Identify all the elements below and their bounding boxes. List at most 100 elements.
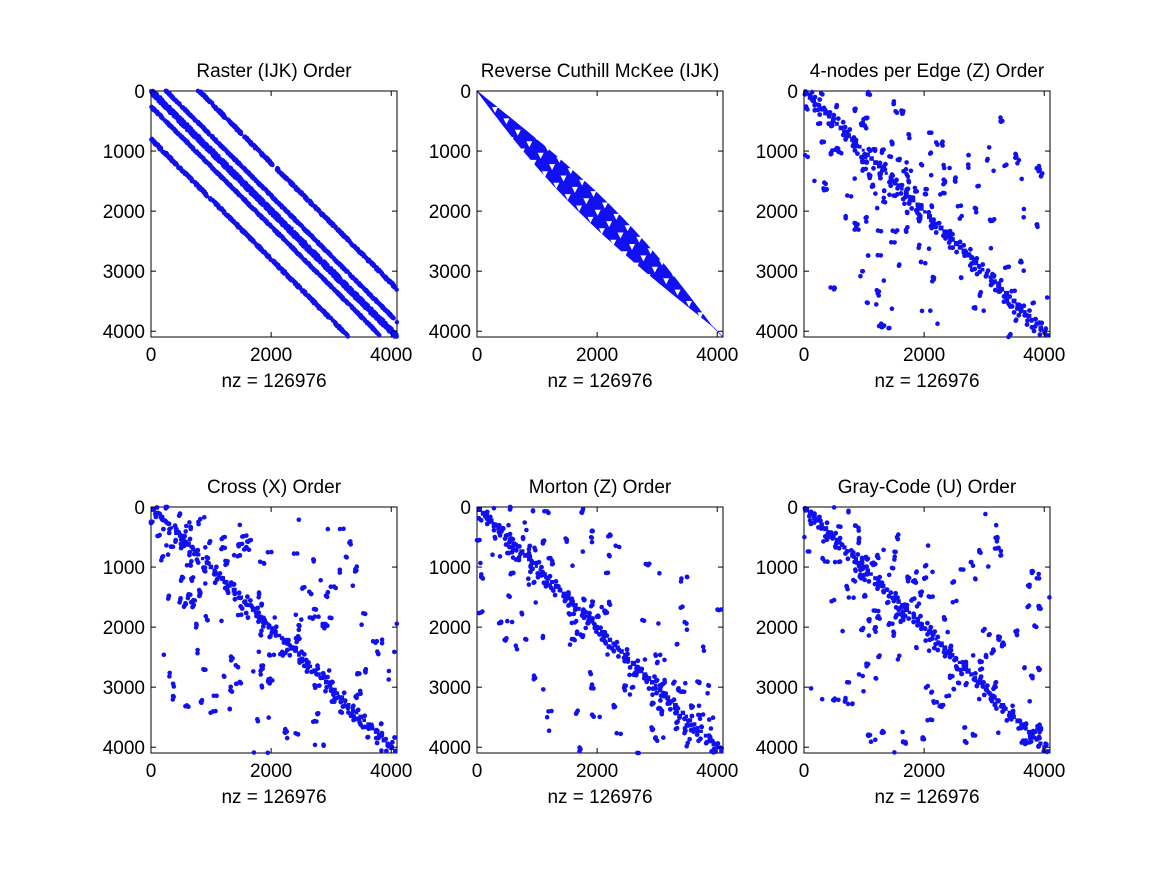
nonzero-marker xyxy=(887,192,892,198)
nonzero-markers xyxy=(149,88,400,339)
nonzero-marker xyxy=(589,539,595,545)
nonzero-marker xyxy=(918,259,924,265)
nonzero-marker xyxy=(166,521,172,527)
nonzero-marker xyxy=(826,112,832,118)
nonzero-marker xyxy=(348,713,354,719)
diagonal-block xyxy=(807,94,813,100)
nonzero-marker xyxy=(155,510,161,516)
nonzero-marker xyxy=(325,589,331,595)
nonzero-marker xyxy=(566,611,572,616)
nonzero-marker xyxy=(254,717,260,722)
nonzero-marker xyxy=(688,727,694,733)
nonzero-marker xyxy=(700,644,706,649)
nonzero-marker xyxy=(894,110,900,115)
nonzero-marker xyxy=(904,172,909,177)
nonzero-marker xyxy=(961,250,967,255)
nonzero-marker xyxy=(914,189,920,194)
nonzero-marker xyxy=(311,606,317,612)
nonzero-marker xyxy=(1038,327,1044,333)
nonzero-marker xyxy=(817,121,823,126)
nonzero-marker xyxy=(981,308,986,314)
nonzero-marker xyxy=(337,567,343,573)
nonzero-marker xyxy=(282,730,288,736)
diagonal-block xyxy=(1023,310,1027,314)
nonzero-marker xyxy=(222,579,228,585)
diagonal-block xyxy=(923,210,927,214)
envelope-gap xyxy=(514,129,521,136)
diagonal-block xyxy=(477,507,482,512)
envelope-gap xyxy=(507,137,514,143)
nonzero-marker xyxy=(925,631,930,637)
nonzero-marker xyxy=(1012,288,1017,294)
nonzero-marker xyxy=(580,633,586,638)
nonzero-marker xyxy=(893,605,899,610)
nonzero-marker xyxy=(958,275,964,281)
nonzero-marker xyxy=(280,651,286,657)
nonzero-marker xyxy=(571,636,576,642)
nonzero-marker xyxy=(904,209,910,215)
diagonal-block xyxy=(354,710,359,715)
nonzero-marker xyxy=(824,186,829,192)
x-tick-label: 2000 xyxy=(576,345,618,366)
nonzero-marker xyxy=(256,649,262,655)
nonzero-marker xyxy=(915,204,921,210)
nonzero-marker xyxy=(256,619,261,625)
nonzero-marker xyxy=(248,598,253,603)
nonzero-marker xyxy=(355,671,361,676)
envelope-gap xyxy=(541,171,548,178)
nonzero-marker xyxy=(866,579,872,584)
nonzero-marker xyxy=(682,730,687,736)
nonzero-marker xyxy=(657,652,663,658)
nonzero-marker xyxy=(896,263,902,269)
nonzero-marker xyxy=(1011,310,1017,315)
nonzero-marker xyxy=(1006,334,1011,340)
nonzero-marker xyxy=(653,653,659,659)
nonzero-marker xyxy=(273,624,279,630)
nonzero-marker xyxy=(941,177,946,182)
envelope-gap xyxy=(659,259,665,266)
diagonal-block xyxy=(550,580,554,584)
nonzero-marker xyxy=(987,217,993,223)
nonzero-marker xyxy=(627,672,632,678)
nonzero-marker xyxy=(967,263,973,268)
nonzero-marker xyxy=(895,185,900,191)
nonzero-marker xyxy=(922,626,928,632)
nonzero-marker xyxy=(244,533,249,538)
nonzero-marker xyxy=(1038,174,1044,179)
nonzero-marker xyxy=(856,227,861,232)
nonzero-marker xyxy=(597,632,602,637)
nonzero-marker xyxy=(718,607,724,612)
envelope-gap xyxy=(544,145,551,152)
diagonal-block xyxy=(900,187,904,191)
nonzero-marker xyxy=(370,639,376,644)
nonzero-marker xyxy=(236,544,241,549)
nonzero-marker xyxy=(195,560,201,565)
diagonal-block xyxy=(942,645,948,651)
nonzero-marker xyxy=(881,188,887,193)
nonzero-markers xyxy=(474,504,724,756)
nonzero-marker xyxy=(205,617,210,623)
nonzero-marker xyxy=(595,624,600,630)
nonzero-marker xyxy=(270,628,275,634)
nonzero-marker xyxy=(296,517,302,523)
diagonal-block xyxy=(366,722,371,727)
envelope-gap xyxy=(499,99,506,106)
nonzero-marker xyxy=(188,524,193,530)
nonzero-marker xyxy=(1019,260,1024,265)
nonzero-marker xyxy=(886,593,892,599)
nonzero-marker xyxy=(696,703,702,709)
nonzero-marker xyxy=(656,621,661,626)
nonzero-marker xyxy=(864,571,870,576)
nonzero-marker xyxy=(899,111,905,116)
nonzero-marker xyxy=(923,186,928,192)
x-tick-label: 4000 xyxy=(696,761,738,782)
nonzero-marker xyxy=(622,687,628,693)
nonzero-marker xyxy=(293,731,298,736)
nonzero-marker xyxy=(508,505,513,511)
nonzero-marker xyxy=(996,281,1001,286)
nonzero-marker xyxy=(636,750,641,756)
nonzero-marker xyxy=(204,559,210,565)
envelope-gap xyxy=(590,191,597,198)
nonzero-marker xyxy=(166,530,172,536)
nonzero-marker xyxy=(240,534,245,539)
